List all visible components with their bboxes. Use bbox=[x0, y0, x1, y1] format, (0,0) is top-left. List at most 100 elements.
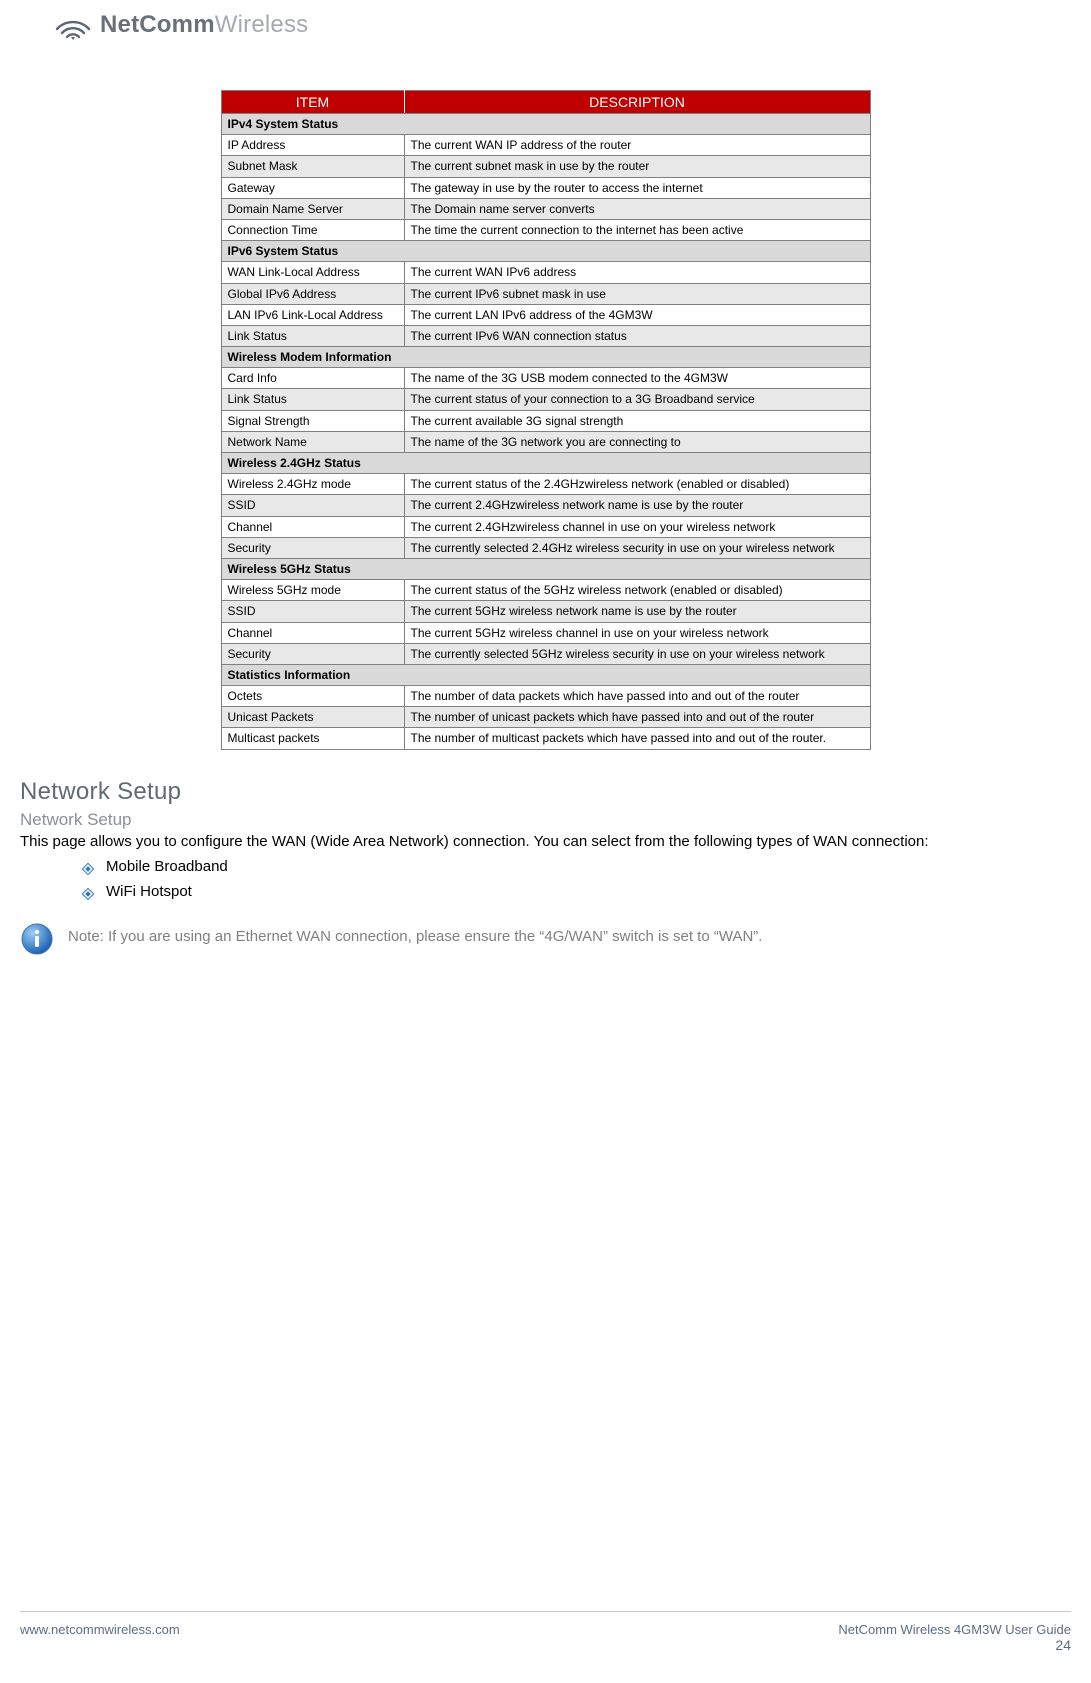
table-row: Link StatusThe current status of your co… bbox=[221, 389, 870, 410]
diamond-icon bbox=[82, 862, 94, 879]
table-row: Connection TimeThe time the current conn… bbox=[221, 219, 870, 240]
note-text: Note: If you are using an Ethernet WAN c… bbox=[68, 922, 762, 945]
table-cell-item: Link Status bbox=[221, 325, 404, 346]
table-row: Wireless 5GHz modeThe current status of … bbox=[221, 580, 870, 601]
table-cell-item: Octets bbox=[221, 686, 404, 707]
table-cell-item: Channel bbox=[221, 516, 404, 537]
table-cell-desc: The current 5GHz wireless channel in use… bbox=[404, 622, 870, 643]
table-cell-desc: The number of unicast packets which have… bbox=[404, 707, 870, 728]
table-cell-desc: The current 2.4GHzwireless channel in us… bbox=[404, 516, 870, 537]
table-cell-desc: The number of multicast packets which ha… bbox=[404, 728, 870, 749]
table-section-row: IPv6 System Status bbox=[221, 241, 870, 262]
table-cell-desc: The current 2.4GHzwireless network name … bbox=[404, 495, 870, 516]
table-row: Domain Name ServerThe Domain name server… bbox=[221, 198, 870, 219]
table-cell-desc: The time the current connection to the i… bbox=[404, 219, 870, 240]
table-row: SSIDThe current 5GHz wireless network na… bbox=[221, 601, 870, 622]
table-cell-item: Subnet Mask bbox=[221, 156, 404, 177]
table-cell-item: Security bbox=[221, 643, 404, 664]
table-section-title: IPv4 System Status bbox=[221, 114, 870, 135]
table-cell-desc: The name of the 3G USB modem connected t… bbox=[404, 368, 870, 389]
table-cell-desc: The current 5GHz wireless network name i… bbox=[404, 601, 870, 622]
table-cell-item: Global IPv6 Address bbox=[221, 283, 404, 304]
table-row: GatewayThe gateway in use by the router … bbox=[221, 177, 870, 198]
col-item: ITEM bbox=[221, 91, 404, 114]
section-subtitle: Network Setup bbox=[20, 810, 1071, 830]
table-cell-desc: The number of data packets which have pa… bbox=[404, 686, 870, 707]
table-cell-item: SSID bbox=[221, 601, 404, 622]
table-cell-item: Link Status bbox=[221, 389, 404, 410]
table-row: Subnet MaskThe current subnet mask in us… bbox=[221, 156, 870, 177]
table-row: ChannelThe current 2.4GHzwireless channe… bbox=[221, 516, 870, 537]
table-cell-item: Gateway bbox=[221, 177, 404, 198]
list-item-label: Mobile Broadband bbox=[106, 858, 228, 875]
brand-text-light: Wireless bbox=[215, 11, 309, 38]
table-row: ChannelThe current 5GHz wireless channel… bbox=[221, 622, 870, 643]
table-header: ITEM DESCRIPTION bbox=[221, 91, 870, 114]
table-cell-desc: The Domain name server converts bbox=[404, 198, 870, 219]
table-row: Signal StrengthThe current available 3G … bbox=[221, 410, 870, 431]
table-section-title: Wireless 2.4GHz Status bbox=[221, 453, 870, 474]
table-row: Unicast PacketsThe number of unicast pac… bbox=[221, 707, 870, 728]
table-cell-desc: The current IPv6 subnet mask in use bbox=[404, 283, 870, 304]
table-cell-desc: The current LAN IPv6 address of the 4GM3… bbox=[404, 304, 870, 325]
table-row: WAN Link-Local AddressThe current WAN IP… bbox=[221, 262, 870, 283]
footer-right: NetComm Wireless 4GM3W User Guide 24 bbox=[838, 1622, 1071, 1653]
table-cell-item: Connection Time bbox=[221, 219, 404, 240]
table-cell-item: LAN IPv6 Link-Local Address bbox=[221, 304, 404, 325]
bullet-list: Mobile Broadband WiFi Hotspot bbox=[20, 858, 1071, 908]
table-row: Global IPv6 AddressThe current IPv6 subn… bbox=[221, 283, 870, 304]
table-cell-item: Unicast Packets bbox=[221, 707, 404, 728]
list-item-label: WiFi Hotspot bbox=[106, 883, 192, 900]
table-cell-desc: The current WAN IP address of the router bbox=[404, 135, 870, 156]
table-cell-item: Wireless 2.4GHz mode bbox=[221, 474, 404, 495]
table-cell-item: WAN Link-Local Address bbox=[221, 262, 404, 283]
info-icon bbox=[20, 922, 54, 961]
table-cell-item: Security bbox=[221, 537, 404, 558]
table-row: LAN IPv6 Link-Local AddressThe current L… bbox=[221, 304, 870, 325]
table-section-row: Wireless 2.4GHz Status bbox=[221, 453, 870, 474]
table-row: Multicast packetsThe number of multicast… bbox=[221, 728, 870, 749]
section-title: Network Setup bbox=[20, 778, 1071, 806]
table-cell-desc: The current IPv6 WAN connection status bbox=[404, 325, 870, 346]
table-cell-item: Network Name bbox=[221, 431, 404, 452]
table-section-title: Wireless 5GHz Status bbox=[221, 558, 870, 579]
table-cell-desc: The current status of your connection to… bbox=[404, 389, 870, 410]
footer-page: 24 bbox=[838, 1637, 1071, 1653]
table-row: IP AddressThe current WAN IP address of … bbox=[221, 135, 870, 156]
table-row: SecurityThe currently selected 2.4GHz wi… bbox=[221, 537, 870, 558]
table-cell-desc: The current status of the 2.4GHzwireless… bbox=[404, 474, 870, 495]
wifi-icon bbox=[54, 10, 92, 40]
table-cell-item: SSID bbox=[221, 495, 404, 516]
table-cell-desc: The currently selected 5GHz wireless sec… bbox=[404, 643, 870, 664]
note-row: Note: If you are using an Ethernet WAN c… bbox=[20, 922, 1071, 961]
table-row: Wireless 2.4GHz modeThe current status o… bbox=[221, 474, 870, 495]
table-cell-item: Multicast packets bbox=[221, 728, 404, 749]
table-cell-item: Card Info bbox=[221, 368, 404, 389]
list-item: WiFi Hotspot bbox=[82, 883, 1071, 908]
table-row: Network NameThe name of the 3G network y… bbox=[221, 431, 870, 452]
table-cell-item: Channel bbox=[221, 622, 404, 643]
brand-logo: NetCommWireless bbox=[20, 10, 1071, 40]
table-cell-item: Signal Strength bbox=[221, 410, 404, 431]
table-cell-desc: The current status of the 5GHz wireless … bbox=[404, 580, 870, 601]
table-section-title: Statistics Information bbox=[221, 664, 870, 685]
section-intro: This page allows you to configure the WA… bbox=[20, 832, 1071, 852]
table-section-row: Statistics Information bbox=[221, 664, 870, 685]
table-body: IPv4 System StatusIP AddressThe current … bbox=[221, 114, 870, 750]
table-cell-desc: The current subnet mask in use by the ro… bbox=[404, 156, 870, 177]
table-row: SecurityThe currently selected 5GHz wire… bbox=[221, 643, 870, 664]
col-description: DESCRIPTION bbox=[404, 91, 870, 114]
table-section-row: Wireless Modem Information bbox=[221, 347, 870, 368]
brand-text: NetCommWireless bbox=[100, 11, 308, 39]
table-cell-desc: The current WAN IPv6 address bbox=[404, 262, 870, 283]
table-row: Card InfoThe name of the 3G USB modem co… bbox=[221, 368, 870, 389]
list-item: Mobile Broadband bbox=[82, 858, 1071, 883]
table-row: Link StatusThe current IPv6 WAN connecti… bbox=[221, 325, 870, 346]
table-row: OctetsThe number of data packets which h… bbox=[221, 686, 870, 707]
table-section-title: Wireless Modem Information bbox=[221, 347, 870, 368]
table-cell-desc: The name of the 3G network you are conne… bbox=[404, 431, 870, 452]
table-cell-item: Wireless 5GHz mode bbox=[221, 580, 404, 601]
table-row: SSIDThe current 2.4GHzwireless network n… bbox=[221, 495, 870, 516]
table-cell-desc: The gateway in use by the router to acce… bbox=[404, 177, 870, 198]
table-section-title: IPv6 System Status bbox=[221, 241, 870, 262]
